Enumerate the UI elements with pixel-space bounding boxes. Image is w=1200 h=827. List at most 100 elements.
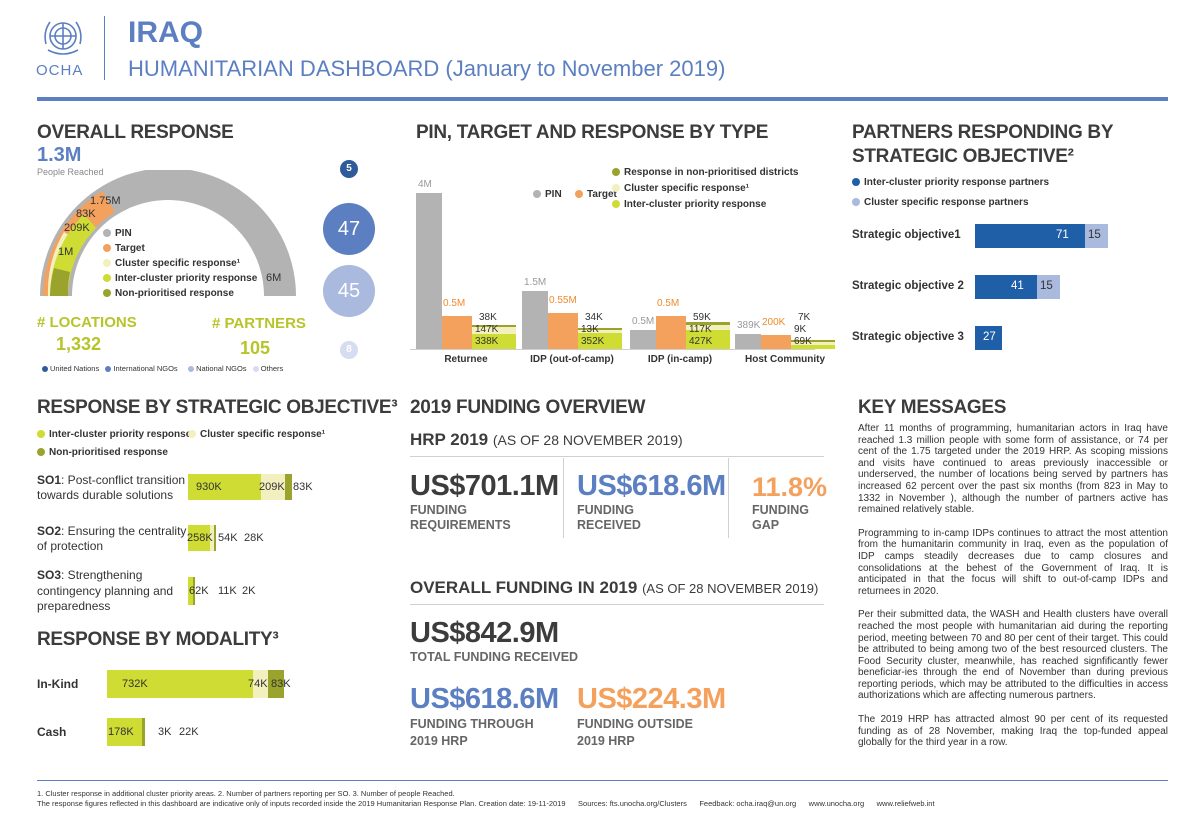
arc-nonprior (50, 268, 70, 296)
modality-label-cash: Cash (37, 725, 67, 739)
received-label-1: FUNDING (577, 503, 634, 517)
gap-label-1: FUNDING (752, 503, 809, 517)
response-label-inter: 352K (581, 336, 605, 347)
overall-response-arc (40, 170, 296, 296)
pin-bar-label: 0.5M (632, 315, 655, 327)
key-message-3: Per their submitted data, the WASH and H… (858, 609, 1168, 702)
hrp-rule (410, 456, 824, 457)
cluster-bar (791, 342, 835, 345)
partners-so-bar-inter-2 (975, 275, 1037, 299)
so2-val-inter: 258K (187, 532, 213, 544)
locations-value: 1,332 (56, 334, 102, 354)
partners-so-row-3: Strategic objective 3 27 (852, 326, 1172, 350)
modality-val-inkind-nonprior: 83K (271, 678, 291, 690)
response-label-nonprior: 38K (479, 312, 497, 323)
partners-so-label-2: Strategic objective 2 (852, 280, 964, 292)
hrp-divider-2 (728, 458, 729, 538)
modality-val-cash-nonprior: 22K (179, 726, 199, 738)
arc-label-total: 1M (58, 246, 74, 258)
so1-bar-nonprior (285, 474, 292, 500)
response-so-legend-inter-text: Inter-cluster priority response (49, 429, 192, 440)
pin-legend-nonprior: Response in non-prioritised districts (624, 167, 799, 178)
partner-circle-intl: 47 (323, 203, 375, 255)
response-label-nonprior: 34K (585, 312, 603, 323)
modality-bar-inkind-cluster (253, 670, 268, 698)
pin-chart-title: PIN, TARGET AND RESPONSE BY TYPE (416, 122, 769, 143)
so3-label: SO3: Strengthening contingency planning … (37, 568, 173, 615)
partner-circle-intl-value: 47 (337, 218, 361, 240)
arc-legend-target: Target (115, 243, 145, 254)
people-reached-value: 1.3M (37, 144, 82, 166)
nonprior-bar (686, 321, 730, 325)
pin-chart-baseline (410, 349, 815, 350)
modality-bar-cash-inter (107, 718, 142, 746)
response-label-cluster: 147K (475, 324, 499, 335)
arc-label-target: 1.75M (90, 195, 121, 207)
pin-bar-label: 1.5M (524, 276, 547, 288)
key-message-1: After 11 months of programming, humanita… (858, 423, 1168, 516)
so3-code: SO3 (37, 568, 62, 582)
response-so-legend-nonprior-text: Non-prioritised response (49, 447, 168, 458)
partners-so-legend-inter: Inter-cluster priority response partners (852, 177, 1049, 188)
partner-legend: United Nations International NGOs Nation… (42, 364, 283, 373)
response-label-cluster: 13K (581, 324, 599, 335)
response-label-inter: 427K (689, 336, 713, 347)
target-bar-label: 0.55M (549, 295, 577, 307)
gap-value: 11.8% (752, 472, 828, 502)
target-bar-label: 0.5M (443, 298, 466, 310)
modality-label-inkind: In-Kind (37, 677, 79, 691)
requirements-label-1: FUNDING (410, 503, 467, 517)
inter-bar (791, 345, 835, 349)
modality-bar-cash-nonprior (142, 718, 145, 746)
partners-label: # PARTNERS (212, 315, 306, 332)
partners-so-bar-inter-3 (975, 326, 1002, 350)
pin-chart-legend-a: PIN Target (533, 184, 617, 202)
hrp-heading: HRP 2019 (AS OF 28 NOVEMBER 2019) (410, 430, 683, 450)
through-hrp-label: FUNDING THROUGH 2019 HRP (410, 716, 534, 750)
pin-bar-label: 4M (418, 179, 432, 190)
inter-bar (472, 333, 516, 349)
country-title: IRAQ (128, 16, 203, 49)
inter-bar (686, 329, 730, 349)
pin-chart-legend-b: Response in non-prioritised districts Cl… (612, 167, 798, 210)
cluster-bar (686, 324, 730, 330)
so1-text-2: towards durable solutions (37, 488, 174, 502)
pin-legend-pin: PIN (545, 189, 562, 200)
category-label: Returnee (444, 354, 488, 365)
overall-funding-date: (AS OF 28 NOVEMBER 2019) (642, 581, 819, 596)
funding-title: 2019 FUNDING OVERVIEW (410, 397, 646, 418)
key-message-4: The 2019 HRP has attracted almost 90 per… (858, 714, 1168, 749)
category-label: IDP (out-of-camp) (530, 354, 614, 365)
response-so-legend-cluster: Cluster specific response¹ (188, 429, 325, 440)
partners-so-value-inter-3: 27 (983, 331, 996, 343)
partner-circle-un-value: 5 (346, 163, 352, 174)
pin-legend-cluster: Cluster specific response¹ (624, 183, 750, 194)
overall-funding-rule (410, 604, 824, 605)
footer-rule (37, 780, 1168, 781)
target-bar (761, 334, 791, 349)
hrp-divider-1 (563, 458, 564, 538)
so3-bar-inter (188, 577, 193, 605)
partner-circle-national-value: 45 (337, 280, 361, 302)
partner-circle-others: 8 (340, 341, 358, 359)
partners-so-legend-cluster-text: Cluster specific response partners (864, 197, 1029, 208)
nonprior-bar (578, 328, 622, 331)
partners-value: 105 (240, 338, 271, 358)
target-bar (656, 316, 686, 349)
response-label-cluster: 9K (794, 324, 807, 335)
gap-label-2: GAP (752, 518, 780, 532)
so3-text-2: contingency planning and (37, 583, 174, 598)
partner-legend-national: National NGOs (196, 364, 247, 373)
pin-legend-inter: Inter-cluster priority response (624, 199, 767, 210)
partner-circle-un: 5 (340, 160, 358, 178)
inter-bar (578, 333, 622, 349)
total-funding-value: US$842.9M (410, 617, 559, 649)
response-label-inter: 69K (794, 336, 812, 347)
so3-text-3: preparedness (37, 599, 111, 613)
target-bar (442, 316, 472, 349)
so2-code: SO2 (37, 524, 62, 538)
so1-val-inter: 930K (196, 481, 222, 493)
nonprior-bar (791, 340, 835, 342)
response-so-title: RESPONSE BY STRATEGIC OBJECTIVE³ (37, 397, 398, 418)
nonprior-bar (472, 325, 516, 328)
